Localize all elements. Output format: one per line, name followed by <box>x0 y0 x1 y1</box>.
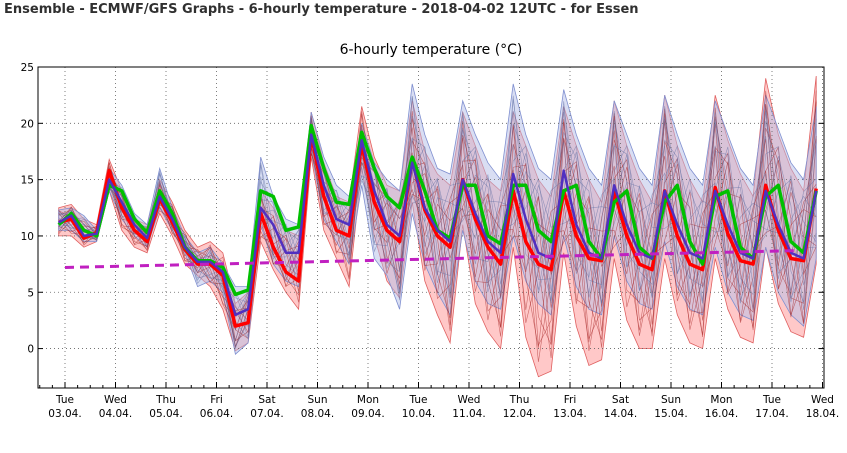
series-ensemble-mean <box>58 133 818 317</box>
ensemble-member-line <box>58 90 817 348</box>
x-tick-day: Fri <box>210 394 223 406</box>
page-title: Ensemble - ECMWF/GFS Graphs - 6-hourly t… <box>4 2 639 17</box>
y-tick-label: 5 <box>27 287 34 299</box>
x-tick-date: 18.04. <box>806 408 839 420</box>
x-tick-day: Thu <box>155 394 176 406</box>
y-tick-label: 15 <box>21 175 34 187</box>
x-tick-date: 08.04. <box>301 408 334 420</box>
chart-title: 6-hourly temperature (°C) <box>340 42 523 58</box>
chart-grid <box>38 67 824 388</box>
x-tick-day: Sat <box>258 394 275 406</box>
y-tick-label: 0 <box>27 344 34 356</box>
x-tick-date: 14.04. <box>604 408 637 420</box>
y-tick-label: 20 <box>21 118 34 130</box>
x-tick-day: Tue <box>762 394 781 406</box>
x-tick-day: Wed <box>458 394 481 406</box>
x-tick-day: Sun <box>308 394 328 406</box>
x-tick-day: Mon <box>357 394 379 406</box>
x-tick-date: 10.04. <box>402 408 435 420</box>
x-tick-day: Sun <box>661 394 681 406</box>
x-tick-day: Thu <box>509 394 530 406</box>
ensemble-member-line <box>58 99 817 318</box>
x-tick-date: 16.04. <box>705 408 738 420</box>
ensemble-member-line <box>58 104 817 359</box>
x-tick-date: 06.04. <box>200 408 233 420</box>
ensemble-member-line <box>58 95 817 340</box>
series-climate-mean <box>64 249 798 269</box>
ensemble-member-line <box>58 95 817 327</box>
x-tick-date: 04.04. <box>99 408 132 420</box>
x-tick-day: Mon <box>710 394 732 406</box>
y-tick-label: 25 <box>21 62 34 74</box>
x-tick-date: 12.04. <box>503 408 536 420</box>
x-tick-day: Wed <box>104 394 127 406</box>
x-tick-day: Sat <box>612 394 629 406</box>
x-tick-date: 15.04. <box>654 408 687 420</box>
x-tick-day: Wed <box>811 394 834 406</box>
ensemble-member-line <box>58 118 817 348</box>
y-tick-label: 10 <box>21 231 34 243</box>
main-series <box>57 123 818 328</box>
chart-axes: 0 5 10 15 20 25 Tue 03.04. Wed 04.04. Thu 05.04. Fri… <box>21 62 840 420</box>
x-tick-date: 13.04. <box>553 408 586 420</box>
x-tick-day: Tue <box>409 394 428 406</box>
x-tick-date: 07.04. <box>250 408 283 420</box>
x-tick-date: 17.04. <box>755 408 788 420</box>
x-tick-date: 05.04. <box>149 408 182 420</box>
x-tick-date: 11.04. <box>452 408 485 420</box>
x-tick-date: 03.04. <box>48 408 81 420</box>
x-tick-day: Tue <box>55 394 74 406</box>
x-tick-date: 09.04. <box>351 408 384 420</box>
x-tick-day: Fri <box>564 394 577 406</box>
